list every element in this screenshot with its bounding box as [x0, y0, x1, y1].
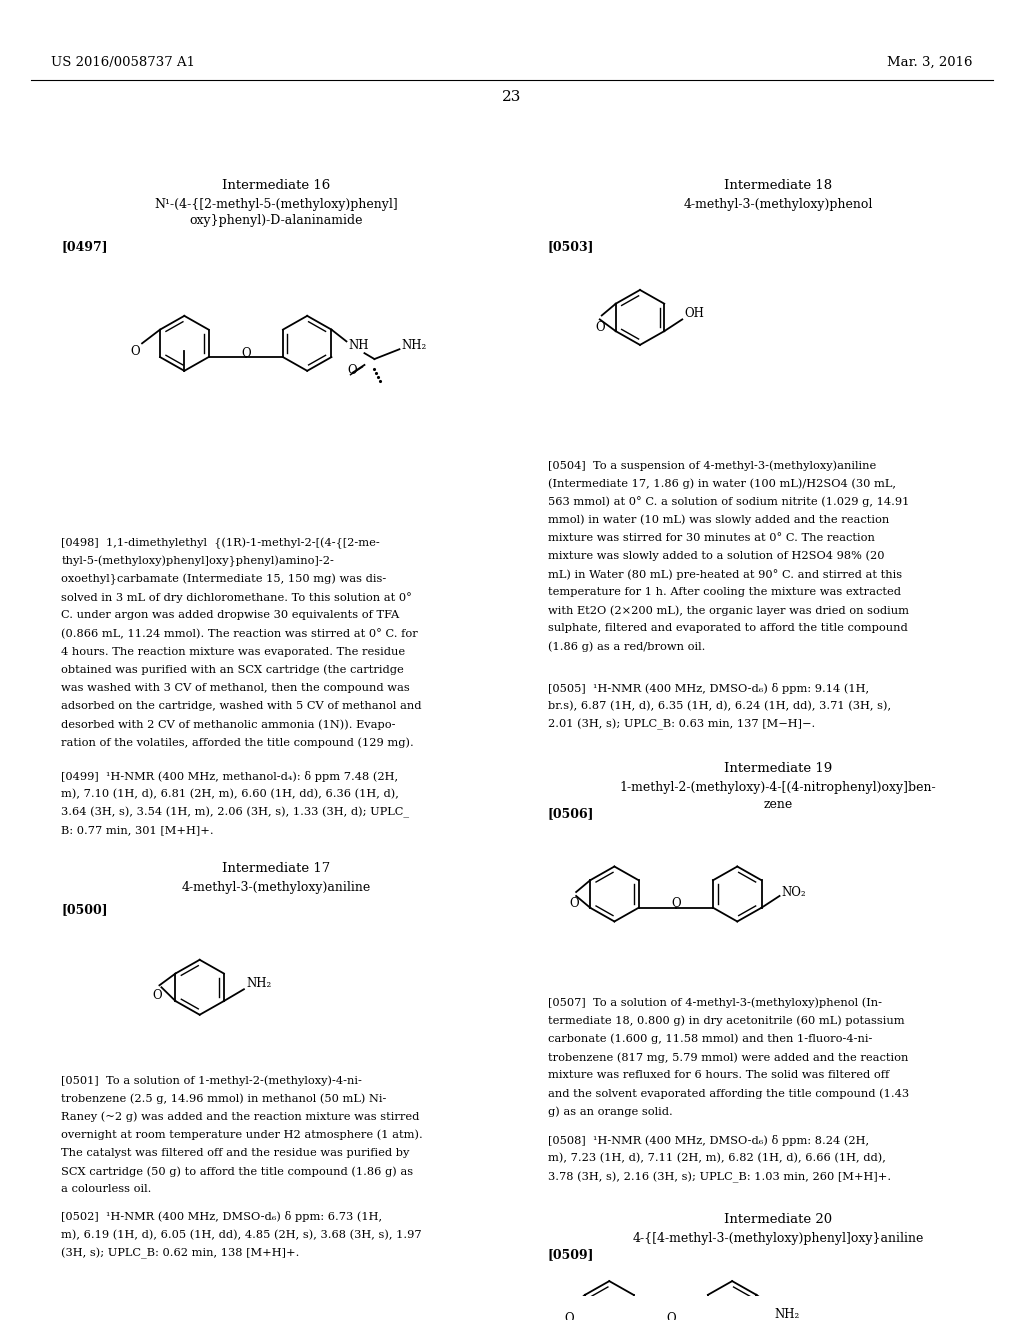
- Text: O: O: [130, 345, 140, 358]
- Text: [0498]  1,1-dimethylethyl  {(1R)-1-methyl-2-[(4-{[2-me-: [0498] 1,1-dimethylethyl {(1R)-1-methyl-…: [61, 537, 380, 549]
- Text: OH: OH: [684, 308, 705, 319]
- Text: solved in 3 mL of dry dichloromethane. To this solution at 0°: solved in 3 mL of dry dichloromethane. T…: [61, 593, 413, 603]
- Text: SCX cartridge (50 g) to afford the title compound (1.86 g) as: SCX cartridge (50 g) to afford the title…: [61, 1166, 414, 1176]
- Text: [0509]: [0509]: [548, 1247, 594, 1261]
- Text: Raney (~2 g) was added and the reaction mixture was stirred: Raney (~2 g) was added and the reaction …: [61, 1111, 420, 1122]
- Text: thyl-5-(methyloxy)phenyl]oxy}phenyl)amino]-2-: thyl-5-(methyloxy)phenyl]oxy}phenyl)amin…: [61, 556, 334, 568]
- Text: and the solvent evaporated affording the title compound (1.43: and the solvent evaporated affording the…: [548, 1088, 909, 1098]
- Text: with Et2O (2×200 mL), the organic layer was dried on sodium: with Et2O (2×200 mL), the organic layer …: [548, 605, 909, 615]
- Text: overnight at room temperature under H2 atmosphere (1 atm).: overnight at room temperature under H2 a…: [61, 1130, 423, 1140]
- Text: (1.86 g) as a red/brown oil.: (1.86 g) as a red/brown oil.: [548, 642, 706, 652]
- Text: mmol) in water (10 mL) was slowly added and the reaction: mmol) in water (10 mL) was slowly added …: [548, 515, 889, 525]
- Text: termediate 18, 0.800 g) in dry acetonitrile (60 mL) potassium: termediate 18, 0.800 g) in dry acetonitr…: [548, 1016, 904, 1027]
- Text: was washed with 3 CV of methanol, then the compound was: was washed with 3 CV of methanol, then t…: [61, 682, 411, 693]
- Text: [0506]: [0506]: [548, 808, 594, 820]
- Text: carbonate (1.600 g, 11.58 mmol) and then 1-fluoro-4-ni-: carbonate (1.600 g, 11.58 mmol) and then…: [548, 1034, 872, 1044]
- Text: [0503]: [0503]: [548, 240, 594, 252]
- Text: ration of the volatiles, afforded the title compound (129 mg).: ration of the volatiles, afforded the ti…: [61, 737, 414, 747]
- Text: O: O: [153, 989, 162, 1002]
- Text: oxy}phenyl)-D-alaninamide: oxy}phenyl)-D-alaninamide: [189, 214, 364, 227]
- Text: O: O: [564, 1312, 573, 1320]
- Text: m), 7.23 (1H, d), 7.11 (2H, m), 6.82 (1H, d), 6.66 (1H, dd),: m), 7.23 (1H, d), 7.11 (2H, m), 6.82 (1H…: [548, 1154, 886, 1163]
- Text: (0.866 mL, 11.24 mmol). The reaction was stirred at 0° C. for: (0.866 mL, 11.24 mmol). The reaction was…: [61, 628, 418, 639]
- Text: [0502]  ¹H-NMR (400 MHz, DMSO-d₆) δ ppm: 6.73 (1H,: [0502] ¹H-NMR (400 MHz, DMSO-d₆) δ ppm: …: [61, 1212, 383, 1222]
- Text: [0505]  ¹H-NMR (400 MHz, DMSO-d₆) δ ppm: 9.14 (1H,: [0505] ¹H-NMR (400 MHz, DMSO-d₆) δ ppm: …: [548, 682, 869, 694]
- Text: trobenzene (817 mg, 5.79 mmol) were added and the reaction: trobenzene (817 mg, 5.79 mmol) were adde…: [548, 1052, 908, 1063]
- Text: O: O: [595, 321, 604, 334]
- Text: Intermediate 16: Intermediate 16: [222, 178, 331, 191]
- Text: O: O: [671, 898, 681, 911]
- Text: trobenzene (2.5 g, 14.96 mmol) in methanol (50 mL) Ni-: trobenzene (2.5 g, 14.96 mmol) in methan…: [61, 1093, 387, 1104]
- Text: Intermediate 19: Intermediate 19: [724, 762, 833, 775]
- Text: O: O: [241, 347, 251, 359]
- Text: Intermediate 20: Intermediate 20: [724, 1213, 833, 1226]
- Text: g) as an orange solid.: g) as an orange solid.: [548, 1106, 673, 1117]
- Text: m), 7.10 (1H, d), 6.81 (2H, m), 6.60 (1H, dd), 6.36 (1H, d),: m), 7.10 (1H, d), 6.81 (2H, m), 6.60 (1H…: [61, 789, 399, 800]
- Text: 4 hours. The reaction mixture was evaporated. The residue: 4 hours. The reaction mixture was evapor…: [61, 647, 406, 656]
- Text: C. under argon was added dropwise 30 equivalents of TFA: C. under argon was added dropwise 30 equ…: [61, 610, 399, 620]
- Text: Intermediate 17: Intermediate 17: [222, 862, 331, 875]
- Text: B: 0.77 min, 301 [M+H]+.: B: 0.77 min, 301 [M+H]+.: [61, 825, 214, 836]
- Text: zene: zene: [764, 799, 793, 810]
- Text: O: O: [569, 898, 579, 911]
- Text: [0500]: [0500]: [61, 903, 109, 916]
- Text: NH₂: NH₂: [246, 977, 271, 990]
- Text: NO₂: NO₂: [781, 886, 806, 899]
- Text: [0508]  ¹H-NMR (400 MHz, DMSO-d₆) δ ppm: 8.24 (2H,: [0508] ¹H-NMR (400 MHz, DMSO-d₆) δ ppm: …: [548, 1135, 869, 1146]
- Text: 4-methyl-3-(methyloxy)phenol: 4-methyl-3-(methyloxy)phenol: [684, 198, 872, 211]
- Text: [0501]  To a solution of 1-methyl-2-(methyloxy)-4-ni-: [0501] To a solution of 1-methyl-2-(meth…: [61, 1076, 362, 1086]
- Text: adsorbed on the cartridge, washed with 5 CV of methanol and: adsorbed on the cartridge, washed with 5…: [61, 701, 422, 711]
- Text: 23: 23: [503, 90, 521, 104]
- Text: O: O: [666, 1312, 676, 1320]
- Text: [0499]  ¹H-NMR (400 MHz, methanol-d₄): δ ppm 7.48 (2H,: [0499] ¹H-NMR (400 MHz, methanol-d₄): δ …: [61, 771, 398, 781]
- Text: 3.78 (3H, s), 2.16 (3H, s); UPLC_B: 1.03 min, 260 [M+H]+.: 3.78 (3H, s), 2.16 (3H, s); UPLC_B: 1.03…: [548, 1171, 891, 1183]
- Text: desorbed with 2 CV of methanolic ammonia (1N)). Evapo-: desorbed with 2 CV of methanolic ammonia…: [61, 719, 396, 730]
- Text: temperature for 1 h. After cooling the mixture was extracted: temperature for 1 h. After cooling the m…: [548, 587, 901, 597]
- Text: (Intermediate 17, 1.86 g) in water (100 mL)/H2SO4 (30 mL,: (Intermediate 17, 1.86 g) in water (100 …: [548, 478, 896, 488]
- Text: [0507]  To a solution of 4-methyl-3-(methyloxy)phenol (In-: [0507] To a solution of 4-methyl-3-(meth…: [548, 998, 882, 1008]
- Text: US 2016/0058737 A1: US 2016/0058737 A1: [51, 55, 196, 69]
- Text: 4-methyl-3-(methyloxy)aniline: 4-methyl-3-(methyloxy)aniline: [182, 880, 371, 894]
- Text: obtained was purified with an SCX cartridge (the cartridge: obtained was purified with an SCX cartri…: [61, 665, 404, 676]
- Text: NH₂: NH₂: [774, 1308, 800, 1320]
- Text: [0497]: [0497]: [61, 240, 109, 252]
- Text: a colourless oil.: a colourless oil.: [61, 1184, 152, 1195]
- Text: oxoethyl}carbamate (Intermediate 15, 150 mg) was dis-: oxoethyl}carbamate (Intermediate 15, 150…: [61, 574, 387, 585]
- Text: (3H, s); UPLC_B: 0.62 min, 138 [M+H]+.: (3H, s); UPLC_B: 0.62 min, 138 [M+H]+.: [61, 1247, 300, 1259]
- Text: The catalyst was filtered off and the residue was purified by: The catalyst was filtered off and the re…: [61, 1148, 410, 1158]
- Text: mixture was stirred for 30 minutes at 0° C. The reaction: mixture was stirred for 30 minutes at 0°…: [548, 532, 874, 543]
- Text: br.s), 6.87 (1H, d), 6.35 (1H, d), 6.24 (1H, dd), 3.71 (3H, s),: br.s), 6.87 (1H, d), 6.35 (1H, d), 6.24 …: [548, 701, 891, 711]
- Text: N¹-(4-{[2-methyl-5-(methyloxy)phenyl]: N¹-(4-{[2-methyl-5-(methyloxy)phenyl]: [155, 198, 398, 211]
- Text: NH₂: NH₂: [401, 339, 427, 352]
- Text: NH: NH: [348, 339, 369, 352]
- Text: mixture was refluxed for 6 hours. The solid was filtered off: mixture was refluxed for 6 hours. The so…: [548, 1071, 889, 1080]
- Text: 3.64 (3H, s), 3.54 (1H, m), 2.06 (3H, s), 1.33 (3H, d); UPLC_: 3.64 (3H, s), 3.54 (1H, m), 2.06 (3H, s)…: [61, 808, 410, 818]
- Text: 1-methyl-2-(methyloxy)-4-[(4-nitrophenyl)oxy]ben-: 1-methyl-2-(methyloxy)-4-[(4-nitrophenyl…: [620, 781, 937, 795]
- Text: 563 mmol) at 0° C. a solution of sodium nitrite (1.029 g, 14.91: 563 mmol) at 0° C. a solution of sodium …: [548, 496, 909, 507]
- Text: Intermediate 18: Intermediate 18: [724, 178, 833, 191]
- Text: mL) in Water (80 mL) pre-heated at 90° C. and stirred at this: mL) in Water (80 mL) pre-heated at 90° C…: [548, 569, 902, 579]
- Text: mixture was slowly added to a solution of H2SO4 98% (20: mixture was slowly added to a solution o…: [548, 550, 885, 561]
- Text: m), 6.19 (1H, d), 6.05 (1H, dd), 4.85 (2H, s), 3.68 (3H, s), 1.97: m), 6.19 (1H, d), 6.05 (1H, dd), 4.85 (2…: [61, 1229, 422, 1239]
- Text: O: O: [347, 364, 357, 378]
- Text: Mar. 3, 2016: Mar. 3, 2016: [888, 55, 973, 69]
- Text: 2.01 (3H, s); UPLC_B: 0.63 min, 137 [M−H]−.: 2.01 (3H, s); UPLC_B: 0.63 min, 137 [M−H…: [548, 719, 815, 730]
- Text: sulphate, filtered and evaporated to afford the title compound: sulphate, filtered and evaporated to aff…: [548, 623, 907, 634]
- Text: 4-{[4-methyl-3-(methyloxy)phenyl]oxy}aniline: 4-{[4-methyl-3-(methyloxy)phenyl]oxy}ani…: [633, 1232, 924, 1245]
- Text: [0504]  To a suspension of 4-methyl-3-(methyloxy)aniline: [0504] To a suspension of 4-methyl-3-(me…: [548, 459, 877, 470]
